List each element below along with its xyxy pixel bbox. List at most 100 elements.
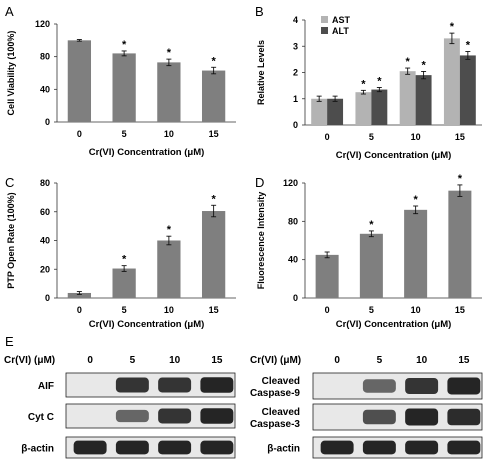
x-tick-label: 15 — [209, 305, 219, 315]
x-axis-title: Cr(VI) Concentration (μM) — [89, 147, 205, 158]
significance-star: * — [450, 21, 455, 33]
x-tick-label: 15 — [455, 132, 465, 142]
bar — [327, 98, 344, 125]
y-tick-label: 0 — [45, 293, 50, 303]
blot-band — [115, 409, 149, 423]
significance-star: * — [377, 75, 382, 87]
significance-star: * — [211, 55, 216, 67]
x-tick-label: 0 — [325, 132, 330, 142]
chart-a-cell-viability: 0 40 80 120 Cell Viability (100%) 0 5 10 15 Cr(VI… — [6, 19, 236, 158]
blot-band — [115, 440, 149, 455]
blot-strip — [312, 436, 483, 459]
y-tick-label: 0 — [45, 117, 50, 127]
bar — [371, 89, 388, 125]
bar — [311, 98, 328, 125]
blot-row-label: AIF — [38, 381, 54, 392]
blot-band — [158, 408, 192, 424]
x-tick-label: 10 — [411, 132, 421, 142]
significance-star: * — [211, 193, 216, 205]
significance-star: * — [122, 254, 127, 266]
blot-lane-label: 0 — [87, 355, 93, 366]
legend-label: AST — [332, 15, 351, 25]
blot-strip — [65, 436, 236, 459]
bar — [459, 55, 476, 125]
panel-letters: A B C D E — [5, 4, 264, 349]
panel-letter-c: C — [5, 175, 14, 190]
legend-swatch — [321, 16, 328, 23]
x-tick-label: 15 — [209, 129, 219, 139]
bar — [112, 268, 136, 298]
significance-star: * — [413, 194, 418, 206]
blot-row-label: Cleaved — [262, 407, 300, 418]
blot-row-label: Cyt C — [28, 412, 54, 423]
y-axis-title: PTP Open Rate (100%) — [6, 192, 16, 288]
blot-row-label: Caspase-3 — [250, 419, 300, 430]
chart-d-fluorescence-intensity: 0 40 80 120 Fluorescence Intensity 0 5 10 15Cr(V… — [256, 173, 482, 330]
significance-star: * — [167, 47, 172, 59]
x-tick-label: 5 — [122, 305, 127, 315]
blot-band — [200, 440, 234, 455]
y-tick-label: 0 — [293, 293, 298, 303]
x-tick-label: 10 — [164, 305, 174, 315]
bar — [315, 254, 339, 298]
blot-band — [158, 440, 192, 455]
significance-star: * — [369, 219, 374, 231]
significance-star: * — [122, 39, 127, 51]
y-tick-label: 80 — [40, 178, 50, 188]
x-tick-label: 0 — [77, 305, 82, 315]
blot-band — [320, 440, 354, 455]
bar — [415, 75, 432, 125]
y-tick-label: 40 — [40, 236, 50, 246]
blot-lane-label: 5 — [130, 355, 136, 366]
bar — [67, 292, 92, 298]
significance-star: * — [466, 40, 471, 52]
blot-band — [362, 409, 396, 425]
bar — [359, 233, 383, 298]
x-tick-label: 15 — [455, 305, 465, 315]
x-tick-label: 5 — [122, 129, 127, 139]
blot-band — [405, 408, 439, 426]
y-tick-label: 20 — [40, 264, 50, 274]
bar — [112, 53, 136, 122]
significance-star: * — [406, 56, 411, 68]
western-blot-left: Cr(VI) (μM) 0 5 10 15 AIF Cyt C β-actin — [4, 355, 236, 459]
y-axis-title: Cell Viability (100%) — [6, 31, 16, 116]
blot-band — [405, 440, 439, 455]
panel-letter-d: D — [255, 175, 264, 190]
significance-star: * — [361, 78, 366, 90]
x-tick-label: 0 — [325, 305, 330, 315]
bar — [157, 240, 181, 298]
legend-swatch — [321, 27, 328, 34]
x-tick-label: 0 — [77, 129, 82, 139]
y-tick-label: 0 — [293, 120, 298, 130]
y-tick-label: 40 — [288, 255, 298, 265]
significance-star: * — [458, 173, 463, 185]
y-axis-title: Fluorescence Intensity — [256, 192, 266, 290]
panel-letter-b: B — [255, 4, 264, 19]
blot-lane-label: 10 — [169, 355, 181, 366]
x-tick-label: 5 — [369, 305, 374, 315]
bar — [448, 190, 472, 298]
y-tick-label: 2 — [293, 68, 298, 78]
blot-band — [158, 377, 192, 393]
y-tick-label: 80 — [288, 216, 298, 226]
blot-band — [362, 379, 396, 393]
blot-band — [447, 440, 481, 455]
bar — [355, 92, 372, 125]
blot-band — [362, 440, 396, 455]
blot-lane-label: 15 — [458, 355, 470, 366]
chart-c-ptp-open-rate: 0 20 40 60 80 PTP Open Rate (100%) 0 5 10 15 Cr(VI… — [6, 178, 236, 330]
blot-row-label: Caspase-9 — [250, 388, 300, 399]
x-axis-title: Cr(VI) Concentration (μM) — [336, 150, 452, 161]
blot-lane-label: 10 — [416, 355, 428, 366]
significance-star: * — [167, 224, 172, 236]
panel-letter-a: A — [5, 4, 14, 19]
x-axis-title: Cr(VI) Concentration (μM) — [336, 319, 452, 330]
blot-lane-label: 0 — [334, 355, 340, 366]
legend-label: ALT — [332, 26, 349, 36]
x-tick-label: 10 — [411, 305, 421, 315]
bar — [67, 40, 92, 123]
x-axis-title: Cr(VI) Concentration (μM) — [89, 319, 205, 330]
